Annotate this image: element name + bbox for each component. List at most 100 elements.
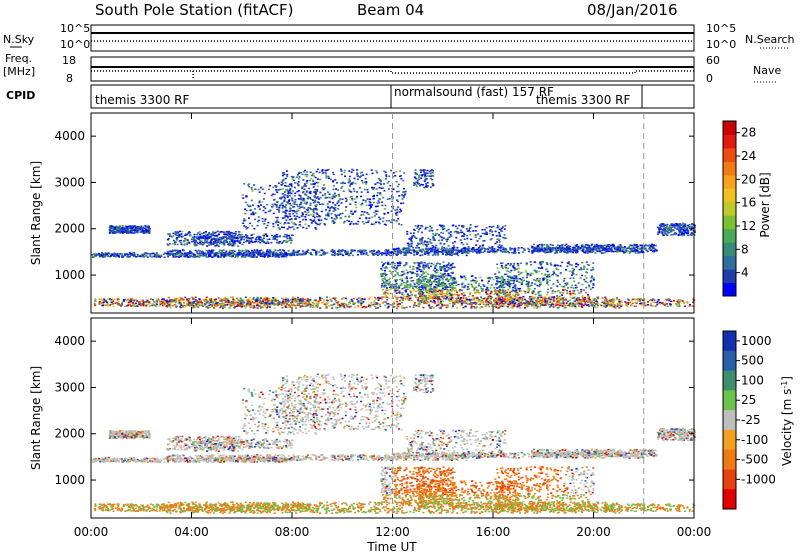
- power-cell: [207, 250, 210, 253]
- velocity-cell: [381, 458, 384, 460]
- power-cell: [218, 242, 221, 245]
- velocity-cell: [611, 448, 614, 451]
- power-cell: [210, 239, 213, 241]
- velocity-cell: [278, 446, 281, 449]
- power-cell: [381, 252, 384, 254]
- velocity-cell: [276, 441, 279, 443]
- velocity-cell: [416, 458, 419, 461]
- velocity-cell: [177, 455, 180, 457]
- power-cell: [228, 242, 231, 245]
- power-cell: [133, 232, 136, 234]
- power-cell: [344, 250, 347, 252]
- velocity-cell: [109, 460, 112, 463]
- velocity-cell: [417, 452, 420, 454]
- power-cell: [266, 241, 269, 243]
- power-cell: [115, 228, 118, 230]
- power-cell: [531, 252, 534, 254]
- velocity-cell: [115, 435, 118, 438]
- velocity-cell: [230, 457, 233, 460]
- velocity-cell: [215, 436, 218, 439]
- power-cell: [118, 228, 121, 230]
- velocity-cell: [164, 457, 167, 459]
- velocity-cell: [607, 453, 610, 455]
- velocity-cell: [209, 460, 212, 462]
- power-cell: [112, 232, 115, 234]
- velocity-cell: [405, 458, 408, 460]
- velocity-cell: [340, 455, 343, 457]
- power-cell: [624, 249, 627, 251]
- velocity-cell: [116, 457, 119, 460]
- velocity-cell: [207, 439, 210, 441]
- velocity-cell: [146, 434, 149, 436]
- power-cell: [288, 239, 291, 242]
- velocity-cell: [180, 459, 183, 462]
- power-cell: [179, 250, 182, 252]
- velocity-cell: [530, 456, 533, 458]
- velocity-cell: [301, 458, 304, 461]
- velocity-cell: [168, 438, 171, 440]
- velocity-cell: [254, 456, 257, 458]
- power-cell: [241, 249, 244, 252]
- velocity-cell: [303, 458, 306, 461]
- power-cell: [133, 229, 136, 232]
- velocity-cell: [462, 452, 465, 454]
- velocity-cell: [405, 455, 408, 457]
- velocity-cell: [632, 454, 635, 457]
- power-cell: [284, 233, 287, 236]
- velocity-cell: [196, 456, 199, 458]
- power-cell: [506, 250, 509, 253]
- velocity-cell: [433, 457, 436, 460]
- power-cell: [209, 254, 212, 257]
- velocity-cell: [304, 457, 307, 460]
- power-cell: [227, 252, 230, 255]
- power-cell: [638, 252, 641, 254]
- velocity-cell: [369, 455, 372, 457]
- velocity-cell: [107, 456, 110, 459]
- power-cell: [528, 248, 531, 251]
- power-cell: [168, 233, 171, 235]
- power-cell: [312, 249, 315, 251]
- velocity-cell: [277, 454, 280, 457]
- velocity-cell: [116, 434, 119, 437]
- velocity-cell: [186, 448, 189, 451]
- velocity-cell: [341, 454, 344, 456]
- power-cell: [576, 248, 579, 250]
- velocity-cell: [233, 437, 236, 440]
- power-cell: [237, 253, 240, 255]
- power-cell: [423, 252, 426, 255]
- velocity-cell: [586, 449, 589, 451]
- power-cell: [240, 238, 243, 241]
- velocity-cell: [201, 441, 204, 444]
- velocity-cell: [111, 433, 114, 435]
- velocity-cell: [112, 435, 115, 438]
- velocity-cell: [452, 454, 455, 456]
- velocity-cell: [128, 461, 131, 463]
- power-cell: [259, 236, 262, 239]
- velocity-cell: [258, 443, 261, 446]
- velocity-cell: [111, 459, 114, 461]
- velocity-cell: [487, 453, 490, 456]
- power-cell: [479, 251, 482, 254]
- velocity-cell: [218, 455, 221, 457]
- power-cell: [323, 251, 326, 253]
- power-cell: [223, 242, 226, 244]
- power-cell: [376, 251, 379, 253]
- velocity-cell: [211, 438, 214, 441]
- velocity-cell: [567, 454, 570, 457]
- power-cell: [601, 248, 604, 251]
- velocity-cell: [226, 459, 229, 462]
- velocity-cell: [540, 452, 543, 454]
- power-cell: [603, 251, 606, 254]
- velocity-cell: [273, 456, 276, 459]
- velocity-cell: [289, 441, 292, 444]
- velocity-cell: [111, 458, 114, 460]
- power-cell: [403, 254, 406, 256]
- power-cell: [220, 236, 223, 239]
- power-cell: [250, 237, 253, 240]
- power-cell: [596, 250, 599, 253]
- power-cell: [272, 254, 275, 257]
- velocity-cell: [278, 445, 281, 448]
- velocity-cell: [175, 460, 178, 463]
- power-cell: [600, 246, 603, 248]
- velocity-cell: [362, 454, 365, 456]
